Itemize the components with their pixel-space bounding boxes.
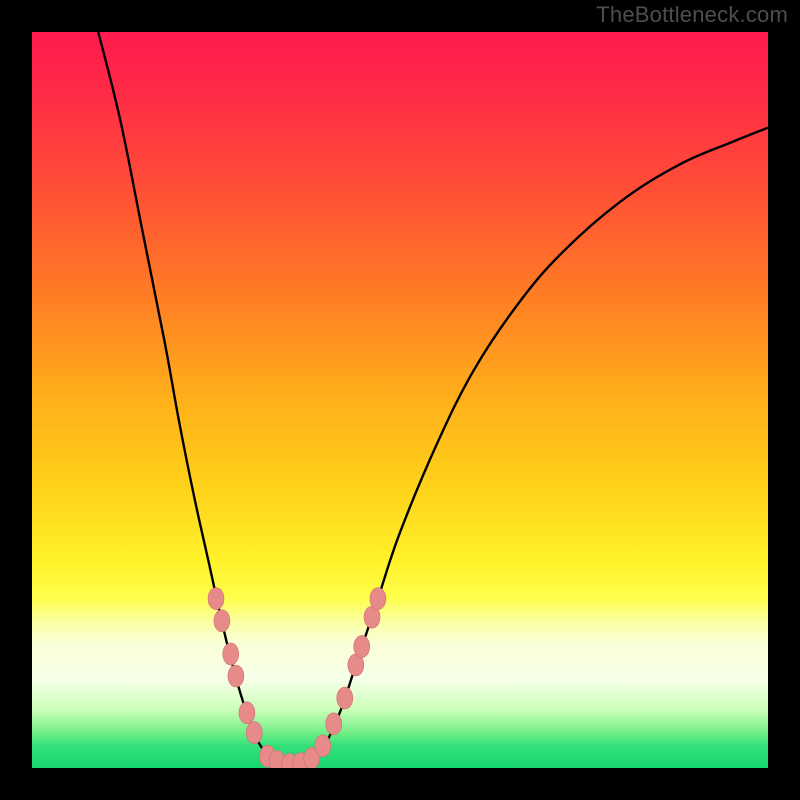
chart-plot-background <box>32 32 768 768</box>
data-marker <box>208 588 224 610</box>
data-marker <box>214 610 230 632</box>
watermark-label: TheBottleneck.com <box>596 2 788 28</box>
data-marker <box>239 702 255 724</box>
data-marker <box>354 636 370 658</box>
data-marker <box>315 735 331 757</box>
bottleneck-curve-chart <box>0 0 800 800</box>
data-marker <box>223 643 239 665</box>
data-marker <box>337 687 353 709</box>
data-marker <box>370 588 386 610</box>
data-marker <box>326 713 342 735</box>
chart-container: TheBottleneck.com <box>0 0 800 800</box>
data-marker <box>228 665 244 687</box>
data-marker <box>246 722 262 744</box>
